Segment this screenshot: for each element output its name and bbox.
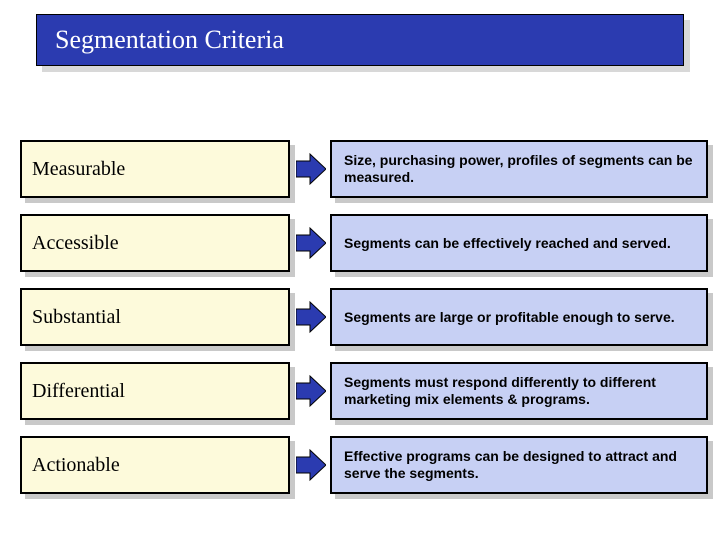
arrow-right-icon — [294, 214, 328, 272]
criteria-label-box: Differential — [20, 362, 290, 420]
arrow-right-icon — [294, 140, 328, 198]
criteria-label: Differential — [32, 380, 125, 403]
criteria-desc-box: Segments must respond differently to dif… — [330, 362, 708, 420]
desc-box: Segments must respond differently to dif… — [330, 362, 708, 420]
criteria-label: Accessible — [32, 232, 119, 255]
criteria-desc: Segments must respond differently to dif… — [344, 374, 698, 408]
criteria-row: Actionable Effective programs can be desi… — [20, 436, 708, 494]
criteria-desc-box: Effective programs can be designed to at… — [330, 436, 708, 494]
arrow-right-icon — [294, 436, 328, 494]
desc-box: Segments are large or profitable enough … — [330, 288, 708, 346]
criteria-label-box: Substantial — [20, 288, 290, 346]
desc-box: Size, purchasing power, profiles of segm… — [330, 140, 708, 198]
criteria-label-box: Accessible — [20, 214, 290, 272]
criteria-desc: Size, purchasing power, profiles of segm… — [344, 152, 698, 186]
label-box: Differential — [20, 362, 290, 420]
criteria-row: Differential Segments must respond differ… — [20, 362, 708, 420]
title-box: Segmentation Criteria — [36, 14, 684, 66]
criteria-row: Measurable Size, purchasing power, profil… — [20, 140, 708, 198]
title-text: Segmentation Criteria — [55, 25, 284, 55]
criteria-rows: Measurable Size, purchasing power, profil… — [20, 140, 708, 510]
desc-box: Effective programs can be designed to at… — [330, 436, 708, 494]
criteria-desc: Segments can be effectively reached and … — [344, 235, 671, 252]
criteria-label: Substantial — [32, 306, 121, 329]
label-box: Substantial — [20, 288, 290, 346]
criteria-label-box: Actionable — [20, 436, 290, 494]
criteria-desc: Effective programs can be designed to at… — [344, 448, 698, 482]
criteria-desc-box: Segments are large or profitable enough … — [330, 288, 708, 346]
criteria-label: Actionable — [32, 454, 120, 477]
criteria-desc-box: Size, purchasing power, profiles of segm… — [330, 140, 708, 198]
criteria-desc-box: Segments can be effectively reached and … — [330, 214, 708, 272]
label-box: Accessible — [20, 214, 290, 272]
desc-box: Segments can be effectively reached and … — [330, 214, 708, 272]
arrow-right-icon — [294, 362, 328, 420]
criteria-label: Measurable — [32, 158, 125, 181]
criteria-row: Substantial Segments are large or profita… — [20, 288, 708, 346]
label-box: Actionable — [20, 436, 290, 494]
criteria-label-box: Measurable — [20, 140, 290, 198]
criteria-desc: Segments are large or profitable enough … — [344, 309, 675, 326]
label-box: Measurable — [20, 140, 290, 198]
criteria-row: Accessible Segments can be effectively re… — [20, 214, 708, 272]
arrow-right-icon — [294, 288, 328, 346]
title-banner: Segmentation Criteria — [36, 14, 684, 66]
